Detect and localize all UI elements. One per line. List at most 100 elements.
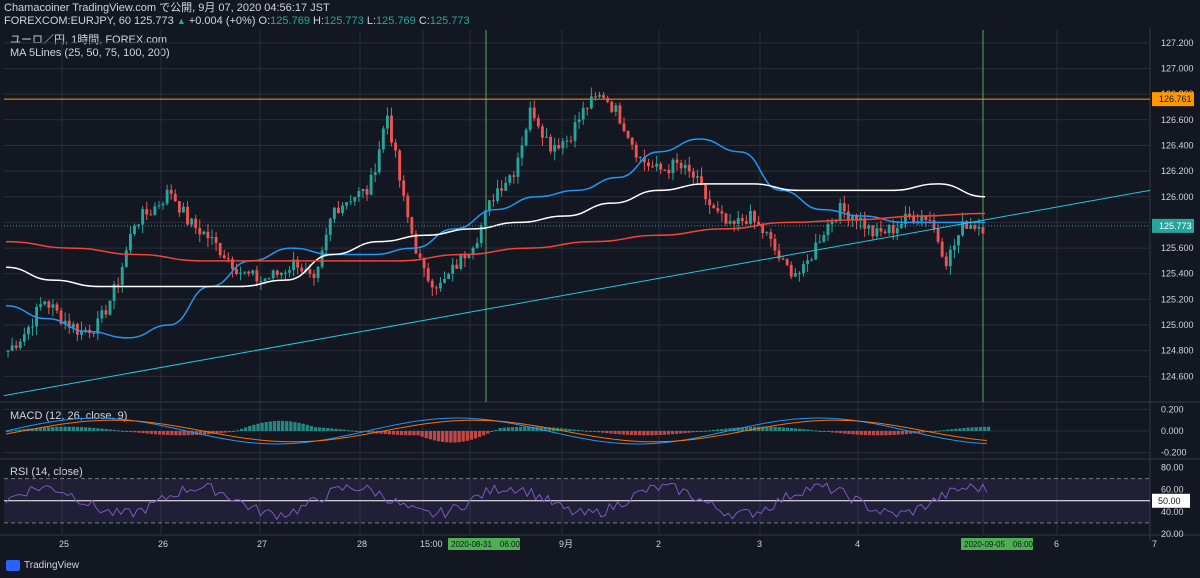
candle-body [740,218,744,222]
x-axis-label: 26 [158,539,168,549]
candle-body [581,107,585,120]
candle-body [27,327,30,335]
candle-body [84,329,87,331]
macd-histogram-bar [859,431,863,435]
macd-histogram-bar [289,421,293,431]
macd-histogram-bar [531,426,535,431]
macd-histogram-bar [703,430,707,432]
moving-average-line [5,138,985,339]
macd-histogram-bar [880,431,884,436]
macd-histogram-bar [646,431,650,436]
candle-body [965,221,969,229]
macd-histogram-bar [954,428,958,431]
macd-tick-label: 0.200 [1161,404,1184,414]
macd-histogram-bar [711,429,716,431]
x-axis-label: 2 [656,539,661,549]
candle-body [394,142,397,151]
price-tick-label: 125.200 [1161,294,1194,304]
macd-histogram-bar [280,420,285,431]
macd-histogram-bar [761,426,765,431]
candle-body [634,144,638,158]
candle-body [757,221,761,225]
moving-average-line [5,212,986,262]
macd-histogram-bar [514,426,519,431]
macd-histogram-bar [699,431,703,432]
candle-body [773,238,777,251]
candle-body [585,107,589,109]
macd-histogram-bar [404,431,408,436]
rsi-tick-label: 20.00 [1161,529,1184,539]
macd-histogram-bar [884,431,888,436]
candle-body [948,249,952,267]
candle-body [247,271,251,274]
close-label: C: [418,15,430,27]
macd-histogram-bar [449,431,453,443]
macd-histogram-bar [313,427,318,431]
open-value: 125.769 [270,15,310,27]
macd-histogram-bar [137,431,141,433]
macd-histogram-bar [367,431,371,433]
candle-body [695,176,699,178]
x-axis-label: 6 [1054,539,1059,549]
macd-histogram-bar [207,431,211,435]
macd-histogram-bar [830,431,835,433]
macd-histogram-bar [330,428,334,431]
candle-body [659,163,663,170]
macd-histogram-bar [104,429,108,431]
macd-histogram-bar [826,431,831,432]
candle-body [508,175,512,183]
macd-histogram-bar [490,431,494,432]
macd-histogram-bar [650,431,654,436]
macd-histogram-bar [580,430,584,432]
candle-body [806,260,809,264]
macd-histogram-bar [182,431,186,436]
macd-histogram-bar [707,430,712,432]
rsi-title[interactable]: RSI (14, close) [10,466,83,478]
candle-body [104,310,108,315]
candle-body [357,191,361,198]
macd-histogram-bar [227,431,231,433]
macd-histogram-bar [835,431,839,433]
candle-body [520,145,524,158]
candle-body [565,140,569,142]
x-axis-date-label: 2020-09-05 06:00 [964,540,1033,549]
macd-histogram-bar [867,431,872,436]
candle-body [487,200,491,211]
macd-histogram-bar [736,427,740,431]
price-tick-label: 125.400 [1161,269,1194,279]
candle-body [173,193,177,202]
candle-body [842,203,846,212]
candle-body [22,334,26,342]
macd-histogram-bar [798,428,802,431]
macd-histogram-bar [502,427,506,431]
macd-histogram-bar [358,431,363,432]
candle-body [328,219,332,235]
candle-body [500,188,504,191]
candle-body [141,209,145,225]
macd-histogram-bar [272,421,277,431]
macd-histogram-bar [473,431,478,439]
candle-body [230,259,234,270]
macd-histogram-bar [412,431,416,436]
macd-histogram-bar [326,428,330,431]
macd-histogram-bar [166,431,170,436]
candle-body [398,150,402,181]
ma-indicator-title[interactable]: MA 5Lines (25, 50, 75, 100, 200) [10,47,170,59]
macd-histogram-bar [814,430,818,432]
candle-body [235,269,238,275]
candle-body [655,163,659,167]
candle-body [31,326,34,328]
candle-body [614,105,618,112]
candle-body [259,281,263,283]
macd-title[interactable]: MACD (12, 26, close, 9) [10,410,128,422]
candle-body [569,140,573,142]
macd-histogram-bar [59,426,63,431]
candle-body [145,209,149,215]
candle-body [536,118,540,127]
high-label: H: [313,15,324,27]
candle-body [332,207,336,220]
macd-histogram-bar [420,431,424,437]
macd-histogram-bar [457,431,461,443]
